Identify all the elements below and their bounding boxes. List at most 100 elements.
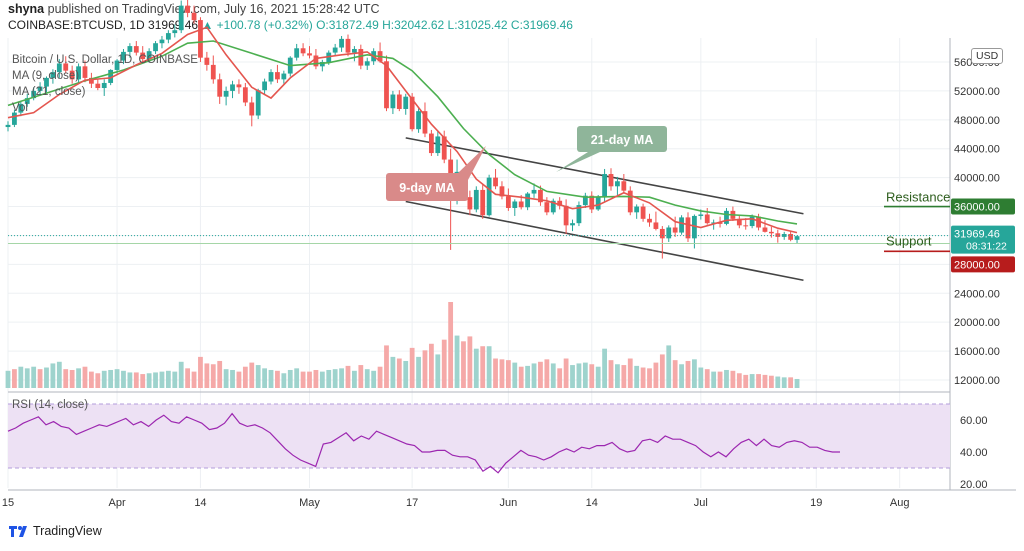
candle[interactable] <box>615 176 620 195</box>
candle[interactable] <box>743 218 749 230</box>
candle[interactable] <box>608 168 614 191</box>
candle[interactable] <box>582 192 588 208</box>
candle[interactable] <box>416 108 421 133</box>
candle[interactable] <box>493 168 498 190</box>
candle[interactable] <box>172 24 178 38</box>
price-axis[interactable]: 56000.0052000.0048000.0044000.0040000.00… <box>951 57 1015 387</box>
candle[interactable] <box>178 0 184 34</box>
candle[interactable] <box>634 204 640 219</box>
candle[interactable] <box>480 184 486 219</box>
candle[interactable] <box>63 56 69 74</box>
candle[interactable] <box>364 57 370 70</box>
candle[interactable] <box>185 0 191 18</box>
candle[interactable] <box>589 191 595 214</box>
candle[interactable] <box>230 80 235 99</box>
candle[interactable] <box>435 130 441 156</box>
candle[interactable] <box>730 206 736 221</box>
candle[interactable] <box>563 199 569 235</box>
candle[interactable] <box>679 215 684 235</box>
candle[interactable] <box>621 174 627 194</box>
candle[interactable] <box>56 59 62 78</box>
candle[interactable] <box>775 229 781 243</box>
candle[interactable] <box>319 59 325 72</box>
candle[interactable] <box>76 63 81 84</box>
candle[interactable] <box>5 121 11 132</box>
candle[interactable] <box>512 199 518 216</box>
candle[interactable] <box>165 30 171 44</box>
candle[interactable] <box>255 88 261 120</box>
candle[interactable] <box>198 17 203 62</box>
candle[interactable] <box>422 102 428 138</box>
candle[interactable] <box>191 5 197 24</box>
candle[interactable] <box>403 93 409 115</box>
candle[interactable] <box>640 203 646 222</box>
candle[interactable] <box>576 201 582 227</box>
candle[interactable] <box>262 78 267 95</box>
candle[interactable] <box>538 185 543 206</box>
candle[interactable] <box>88 72 94 89</box>
candle[interactable] <box>666 225 672 242</box>
candle[interactable] <box>275 64 280 83</box>
candle[interactable] <box>396 90 402 112</box>
candle[interactable] <box>467 190 473 216</box>
candle[interactable] <box>531 183 537 198</box>
candlesticks[interactable] <box>5 0 800 259</box>
candle[interactable] <box>345 34 351 57</box>
candle[interactable] <box>69 65 75 84</box>
candle[interactable] <box>307 46 312 59</box>
candle[interactable] <box>133 41 139 56</box>
candle[interactable] <box>37 82 43 96</box>
candle[interactable] <box>294 43 300 61</box>
candle[interactable] <box>486 174 492 217</box>
candle[interactable] <box>300 43 306 57</box>
candle[interactable] <box>441 130 447 164</box>
candle[interactable] <box>647 213 652 227</box>
candle[interactable] <box>428 129 434 156</box>
candle[interactable] <box>31 87 37 101</box>
candle[interactable] <box>223 86 229 106</box>
candle[interactable] <box>473 186 479 213</box>
candle[interactable] <box>95 79 101 91</box>
candle[interactable] <box>736 215 742 229</box>
candle[interactable] <box>281 70 287 84</box>
candle[interactable] <box>101 79 107 96</box>
candle[interactable] <box>525 192 531 211</box>
candle[interactable] <box>653 211 659 231</box>
candle[interactable] <box>390 90 396 115</box>
candle[interactable] <box>268 69 274 85</box>
candle[interactable] <box>204 51 210 71</box>
base-price-label[interactable]: 28000.00 <box>951 256 1015 273</box>
candle[interactable] <box>121 48 126 65</box>
candle[interactable] <box>358 44 364 70</box>
candle[interactable] <box>127 43 133 58</box>
tradingview-logo[interactable]: TradingView <box>8 524 102 538</box>
candle[interactable] <box>236 79 242 94</box>
candle[interactable] <box>659 226 665 259</box>
candle[interactable] <box>12 109 17 128</box>
candle[interactable] <box>762 220 768 233</box>
candle[interactable] <box>724 207 729 226</box>
candle[interactable] <box>210 55 216 84</box>
candle[interactable] <box>692 214 697 249</box>
candle[interactable] <box>153 41 158 55</box>
legend-ma21[interactable]: MA (21, close) <box>12 86 86 98</box>
candle[interactable] <box>557 197 563 210</box>
candle[interactable] <box>570 219 575 232</box>
candle[interactable] <box>505 188 511 211</box>
candle[interactable] <box>339 35 344 52</box>
candle[interactable] <box>794 235 800 244</box>
candle[interactable] <box>82 60 88 83</box>
candle[interactable] <box>672 216 678 237</box>
candle[interactable] <box>704 207 710 225</box>
candle[interactable] <box>332 43 338 57</box>
time-axis[interactable]: 15 Apr 14 May 17 Jun 14 Jul 19 Aug <box>2 497 910 509</box>
candle[interactable] <box>24 93 30 107</box>
legend-ma9[interactable]: MA (9, close) <box>12 70 80 82</box>
currency-button[interactable]: USD <box>971 48 1004 64</box>
legend-vol[interactable]: Vol <box>12 102 28 114</box>
candle[interactable] <box>140 46 146 64</box>
candle[interactable] <box>499 181 505 200</box>
candle[interactable] <box>781 231 787 240</box>
